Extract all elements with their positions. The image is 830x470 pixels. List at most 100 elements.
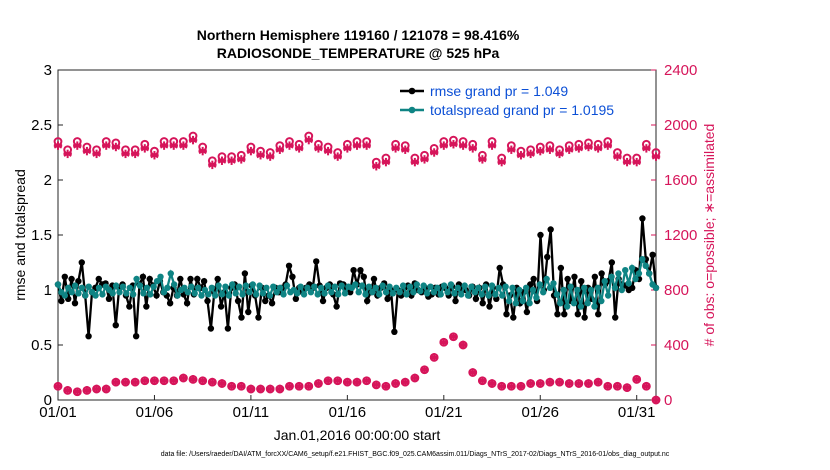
- assimilated-obs-star: [372, 162, 381, 171]
- totalspread-point: [434, 284, 441, 291]
- totalspread-point: [215, 282, 222, 289]
- chart-subtitle: RADIOSONDE_TEMPERATURE @ 525 hPa: [217, 45, 500, 61]
- totalspread-point: [123, 290, 130, 297]
- rmse-point: [177, 275, 184, 283]
- totalspread-point: [485, 292, 492, 299]
- assimilated-obs-star: [208, 160, 217, 170]
- assimilated-obs-star: [294, 382, 304, 391]
- rmse-point: [105, 295, 113, 302]
- assimilated-obs-star: [497, 382, 506, 391]
- totalspread-point: [205, 291, 212, 298]
- rmse-point: [262, 297, 269, 305]
- assimilated-obs-star: [92, 384, 101, 394]
- totalspread-point: [376, 291, 383, 298]
- rmse-point: [241, 270, 249, 277]
- rmse-point: [384, 295, 391, 302]
- totalspread-point: [437, 291, 444, 298]
- x-tick-label: 01/31: [618, 404, 656, 421]
- assimilated-obs-star: [208, 377, 217, 387]
- totalspread-point: [540, 289, 547, 296]
- assimilated-obs-star: [82, 386, 92, 395]
- assimilated-obs-star: [603, 382, 612, 391]
- totalspread-point: [430, 289, 438, 296]
- rmse-point: [245, 308, 252, 316]
- totalspread-point: [311, 283, 318, 290]
- totalspread-point: [471, 289, 479, 296]
- assimilated-obs-star: [516, 151, 526, 160]
- assimilated-obs-star: [121, 149, 130, 159]
- totalspread-point: [440, 282, 448, 289]
- assimilated-obs-star: [381, 382, 391, 391]
- rmse-point: [595, 311, 602, 318]
- totalspread-point: [563, 303, 571, 310]
- totalspread-point: [188, 283, 195, 290]
- rmse-point: [363, 297, 371, 305]
- assimilated-obs-star: [372, 380, 381, 390]
- totalspread-point: [505, 297, 513, 305]
- assimilated-obs-star: [352, 377, 362, 387]
- rmse-point: [268, 300, 276, 307]
- legend-spread-marker: [408, 106, 416, 114]
- totalspread-point: [427, 283, 434, 290]
- assimilated-obs-star: [140, 144, 150, 153]
- totalspread-point: [150, 283, 157, 290]
- totalspread-point: [536, 281, 544, 288]
- assimilated-obs-star: [304, 135, 313, 145]
- totalspread-point: [304, 284, 311, 291]
- totalspread-point: [444, 289, 451, 296]
- totalspread-point: [75, 290, 82, 297]
- totalspread-point: [147, 291, 154, 298]
- assimilated-obs-star: [401, 145, 410, 154]
- y-tick-label: 1.5: [31, 227, 52, 244]
- rmse-point: [143, 303, 150, 310]
- totalspread-point: [191, 290, 198, 297]
- rmse-point: [357, 267, 364, 274]
- totalspread-point: [577, 303, 585, 310]
- totalspread-point: [266, 292, 274, 299]
- y-tick-label: 2: [44, 172, 52, 189]
- rmse-point: [391, 328, 398, 335]
- totalspread-point: [516, 286, 523, 294]
- totalspread-point: [499, 292, 506, 299]
- totalspread-point: [557, 300, 564, 307]
- assimilated-obs-star: [564, 145, 574, 154]
- totalspread-point: [157, 273, 164, 280]
- rmse-point: [207, 325, 215, 332]
- assimilated-obs-star: [63, 149, 72, 159]
- totalspread-point: [276, 284, 284, 291]
- rmse-point: [204, 297, 211, 305]
- data-file-footnote: data file: /Users/raeder/DAI/ATM_forcXX/…: [160, 451, 670, 458]
- totalspread-point: [54, 281, 62, 288]
- totalspread-point: [423, 290, 431, 297]
- totalspread-point: [587, 286, 595, 294]
- totalspread-point: [170, 281, 178, 288]
- assimilated-obs-star: [314, 144, 323, 153]
- rmse-point: [496, 264, 503, 272]
- assimilated-obs-star: [169, 376, 178, 385]
- totalspread-point: [109, 290, 116, 297]
- totalspread-point: [242, 282, 250, 289]
- y2-tick-label: 400: [664, 337, 689, 354]
- totalspread-point: [454, 284, 462, 291]
- totalspread-point: [369, 289, 376, 296]
- assimilated-obs-star: [526, 149, 535, 159]
- rmse-point: [350, 267, 357, 274]
- assimilated-obs-star: [458, 141, 468, 150]
- totalspread-point: [307, 289, 315, 296]
- assimilated-obs-star: [198, 376, 207, 385]
- totalspread-point: [598, 297, 605, 305]
- totalspread-point: [608, 273, 615, 280]
- totalspread-point: [622, 267, 629, 274]
- y-tick-label: 1: [44, 282, 52, 299]
- totalspread-point: [464, 292, 472, 299]
- totalspread-point: [393, 284, 400, 291]
- rmse-point: [126, 303, 133, 310]
- totalspread-point: [417, 287, 424, 295]
- totalspread-point: [420, 282, 427, 289]
- totalspread-point: [645, 270, 653, 277]
- assimilated-obs-star: [545, 377, 555, 387]
- totalspread-point: [119, 283, 127, 290]
- assimilated-obs-star: [439, 338, 449, 347]
- rmse-point: [71, 300, 79, 307]
- totalspread-point: [252, 291, 260, 298]
